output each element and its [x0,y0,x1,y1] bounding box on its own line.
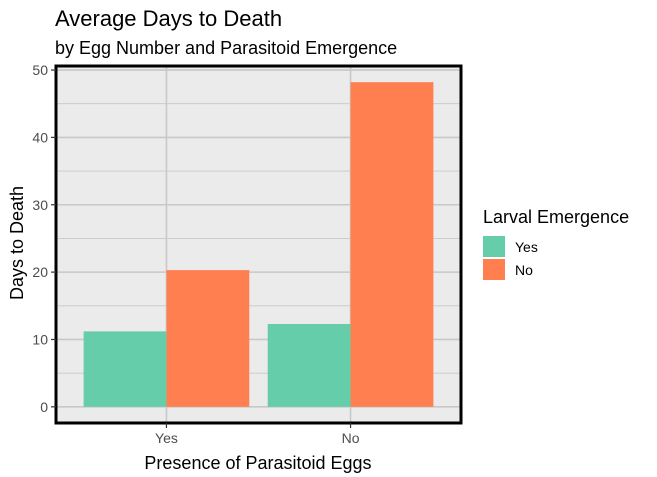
y-tick-label: 20 [32,264,48,280]
legend: Larval Emergence Yes No [483,207,629,280]
bar-no-no [350,82,434,407]
x-axis-title: Presence of Parasitoid Eggs [144,453,371,473]
legend-title: Larval Emergence [483,207,629,227]
x-tick-label: Yes [155,430,178,446]
chart-subtitle: by Egg Number and Parasitoid Emergence [55,38,397,58]
bar-yes-no [166,270,250,407]
legend-key-yes [483,236,505,257]
plot-frame [54,64,463,425]
bar-yes-yes [83,331,167,407]
y-axis-title: Days to Death [7,186,27,300]
legend-key-no [483,259,505,280]
y-tick-label: 10 [32,331,48,347]
bar-no-yes [267,323,351,407]
legend-label-yes: Yes [515,239,538,255]
panel-border [54,64,463,425]
x-axis-ticks: Yes No [155,423,360,446]
x-tick-label: No [342,430,360,446]
y-tick-label: 40 [32,129,48,145]
legend-label-no: No [515,262,533,278]
y-axis-ticks: 0 10 20 30 40 50 [32,62,56,415]
chart-title: Average Days to Death [55,6,282,31]
bars [83,82,434,407]
y-tick-label: 0 [40,399,48,415]
y-tick-label: 30 [32,197,48,213]
y-tick-label: 50 [32,62,48,78]
